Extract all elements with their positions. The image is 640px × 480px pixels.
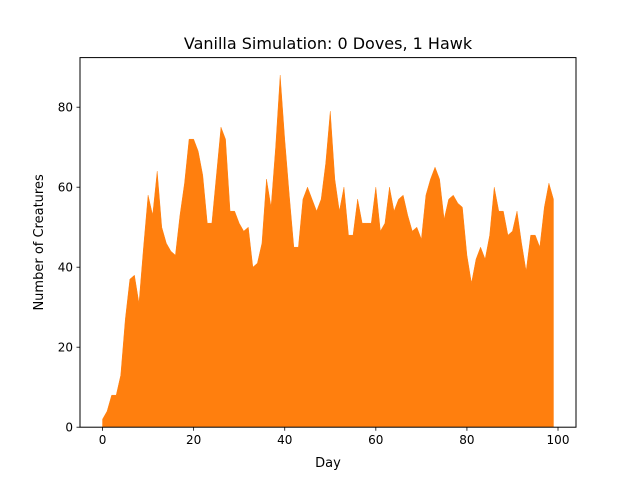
area-series-0 bbox=[102, 75, 554, 428]
x-tick-label: 40 bbox=[277, 433, 292, 447]
y-tick-label: 0 bbox=[65, 421, 73, 435]
x-tick-label: 60 bbox=[368, 433, 383, 447]
y-tick-label: 80 bbox=[58, 101, 73, 115]
chart-title: Vanilla Simulation: 0 Doves, 1 Hawk bbox=[184, 34, 473, 53]
x-tick-label: 0 bbox=[99, 433, 107, 447]
y-tick-label: 60 bbox=[58, 181, 73, 195]
x-tick-label: 20 bbox=[186, 433, 201, 447]
y-tick-label: 40 bbox=[58, 261, 73, 275]
x-tick-label: 100 bbox=[547, 433, 570, 447]
y-tick-label: 20 bbox=[58, 341, 73, 355]
x-axis-label: Day bbox=[315, 456, 341, 471]
x-tick-label: 80 bbox=[459, 433, 474, 447]
plot-frame bbox=[79, 57, 577, 428]
y-axis-label: Number of Creatures bbox=[32, 174, 47, 311]
